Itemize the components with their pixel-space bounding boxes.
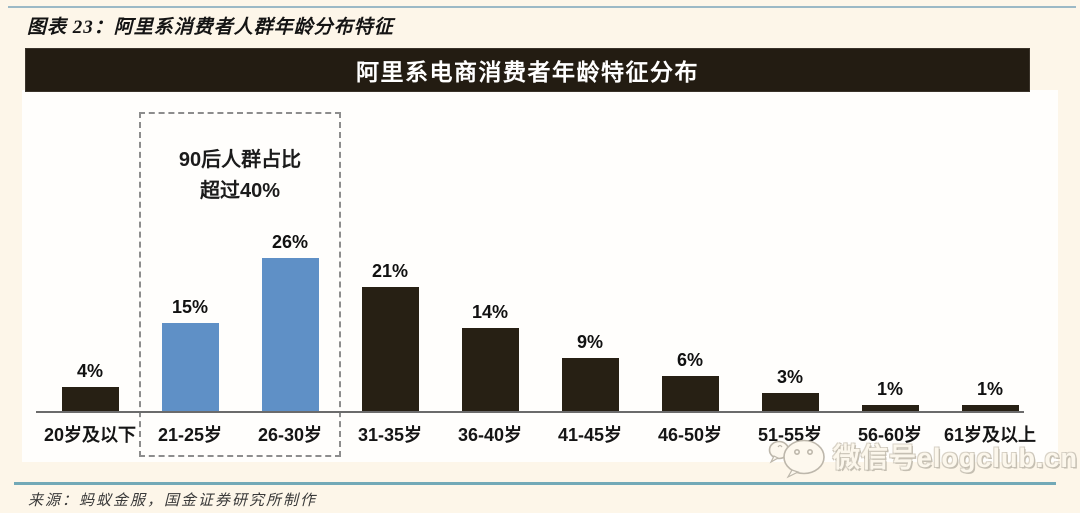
x-axis-line — [36, 411, 1024, 413]
category-label: 26-30岁 — [257, 425, 323, 445]
category-label: 21-25岁 — [157, 425, 223, 445]
figure-label: 图表 23：阿里系消费者人群年龄分布特征 — [27, 17, 394, 38]
category-label: 46-50岁 — [657, 425, 723, 445]
bar — [361, 287, 419, 411]
bar-column: 14% — [440, 223, 540, 411]
bar — [961, 405, 1019, 411]
bar-column: 1% — [940, 223, 1040, 411]
chart-annotation: 90后人群占比 超过40% — [139, 145, 341, 207]
bar — [61, 387, 119, 411]
bar-column: 4% — [40, 223, 140, 411]
category-label: 36-40岁 — [457, 425, 523, 445]
bars-row: 4% 15% 26% 21% 14% 9% 6% 3% 1% 1% — [40, 223, 1040, 411]
bar — [561, 357, 619, 411]
annotation-line2: 超过40% — [199, 180, 281, 202]
category-label: 31-35岁 — [357, 425, 423, 445]
bar — [261, 257, 319, 411]
bar-column: 1% — [840, 223, 940, 411]
bar-column: 15% — [140, 223, 240, 411]
bar — [661, 375, 719, 411]
bar-column: 26% — [240, 223, 340, 411]
bar-column: 9% — [540, 223, 640, 411]
bar-value-label: 21% — [371, 261, 409, 282]
category-row: 20岁及以下 21-25岁 26-30岁 31-35岁 36-40岁 41-45岁 46-5… — [40, 421, 1040, 447]
bar-value-label: 1% — [876, 379, 903, 400]
source-note: 来源：蚂蚁金服，国金证券研究所制作 — [28, 493, 318, 509]
bar — [761, 393, 819, 411]
bar — [161, 322, 219, 411]
bar-value-label: 3% — [776, 367, 803, 388]
bottom-divider — [14, 482, 1056, 485]
chart-title: 阿里系电商消费者年龄特征分布 — [356, 59, 699, 85]
category-label: 56-60岁 — [857, 425, 923, 445]
watermark: 微信号elogclub.cn — [766, 430, 1078, 480]
bar-value-label: 4% — [76, 361, 103, 382]
category-label: 20岁及以下 — [43, 425, 137, 445]
bar-value-label: 6% — [676, 349, 703, 370]
category-label: 61岁及以上 — [943, 425, 1037, 445]
bar-value-label: 15% — [171, 296, 209, 317]
bar-value-label: 26% — [271, 231, 309, 252]
bar-column: 6% — [640, 223, 740, 411]
highlight-dashed-box — [139, 112, 341, 457]
bar-column: 21% — [340, 223, 440, 411]
bar-value-label: 9% — [576, 331, 603, 352]
top-divider — [8, 6, 1076, 8]
chart-title-bar: 阿里系电商消费者年龄特征分布 — [25, 48, 1030, 92]
watermark-text: 微信号elogclub.cn — [833, 442, 1079, 473]
annotation-line1: 90后人群占比 — [178, 149, 302, 171]
bar — [461, 328, 519, 411]
bar-value-label: 1% — [976, 379, 1003, 400]
bar-value-label: 14% — [471, 302, 509, 323]
category-label: 41-45岁 — [557, 425, 623, 445]
bar — [861, 405, 919, 411]
bar-column: 3% — [740, 223, 840, 411]
wechat-bubbles-icon — [768, 439, 825, 479]
